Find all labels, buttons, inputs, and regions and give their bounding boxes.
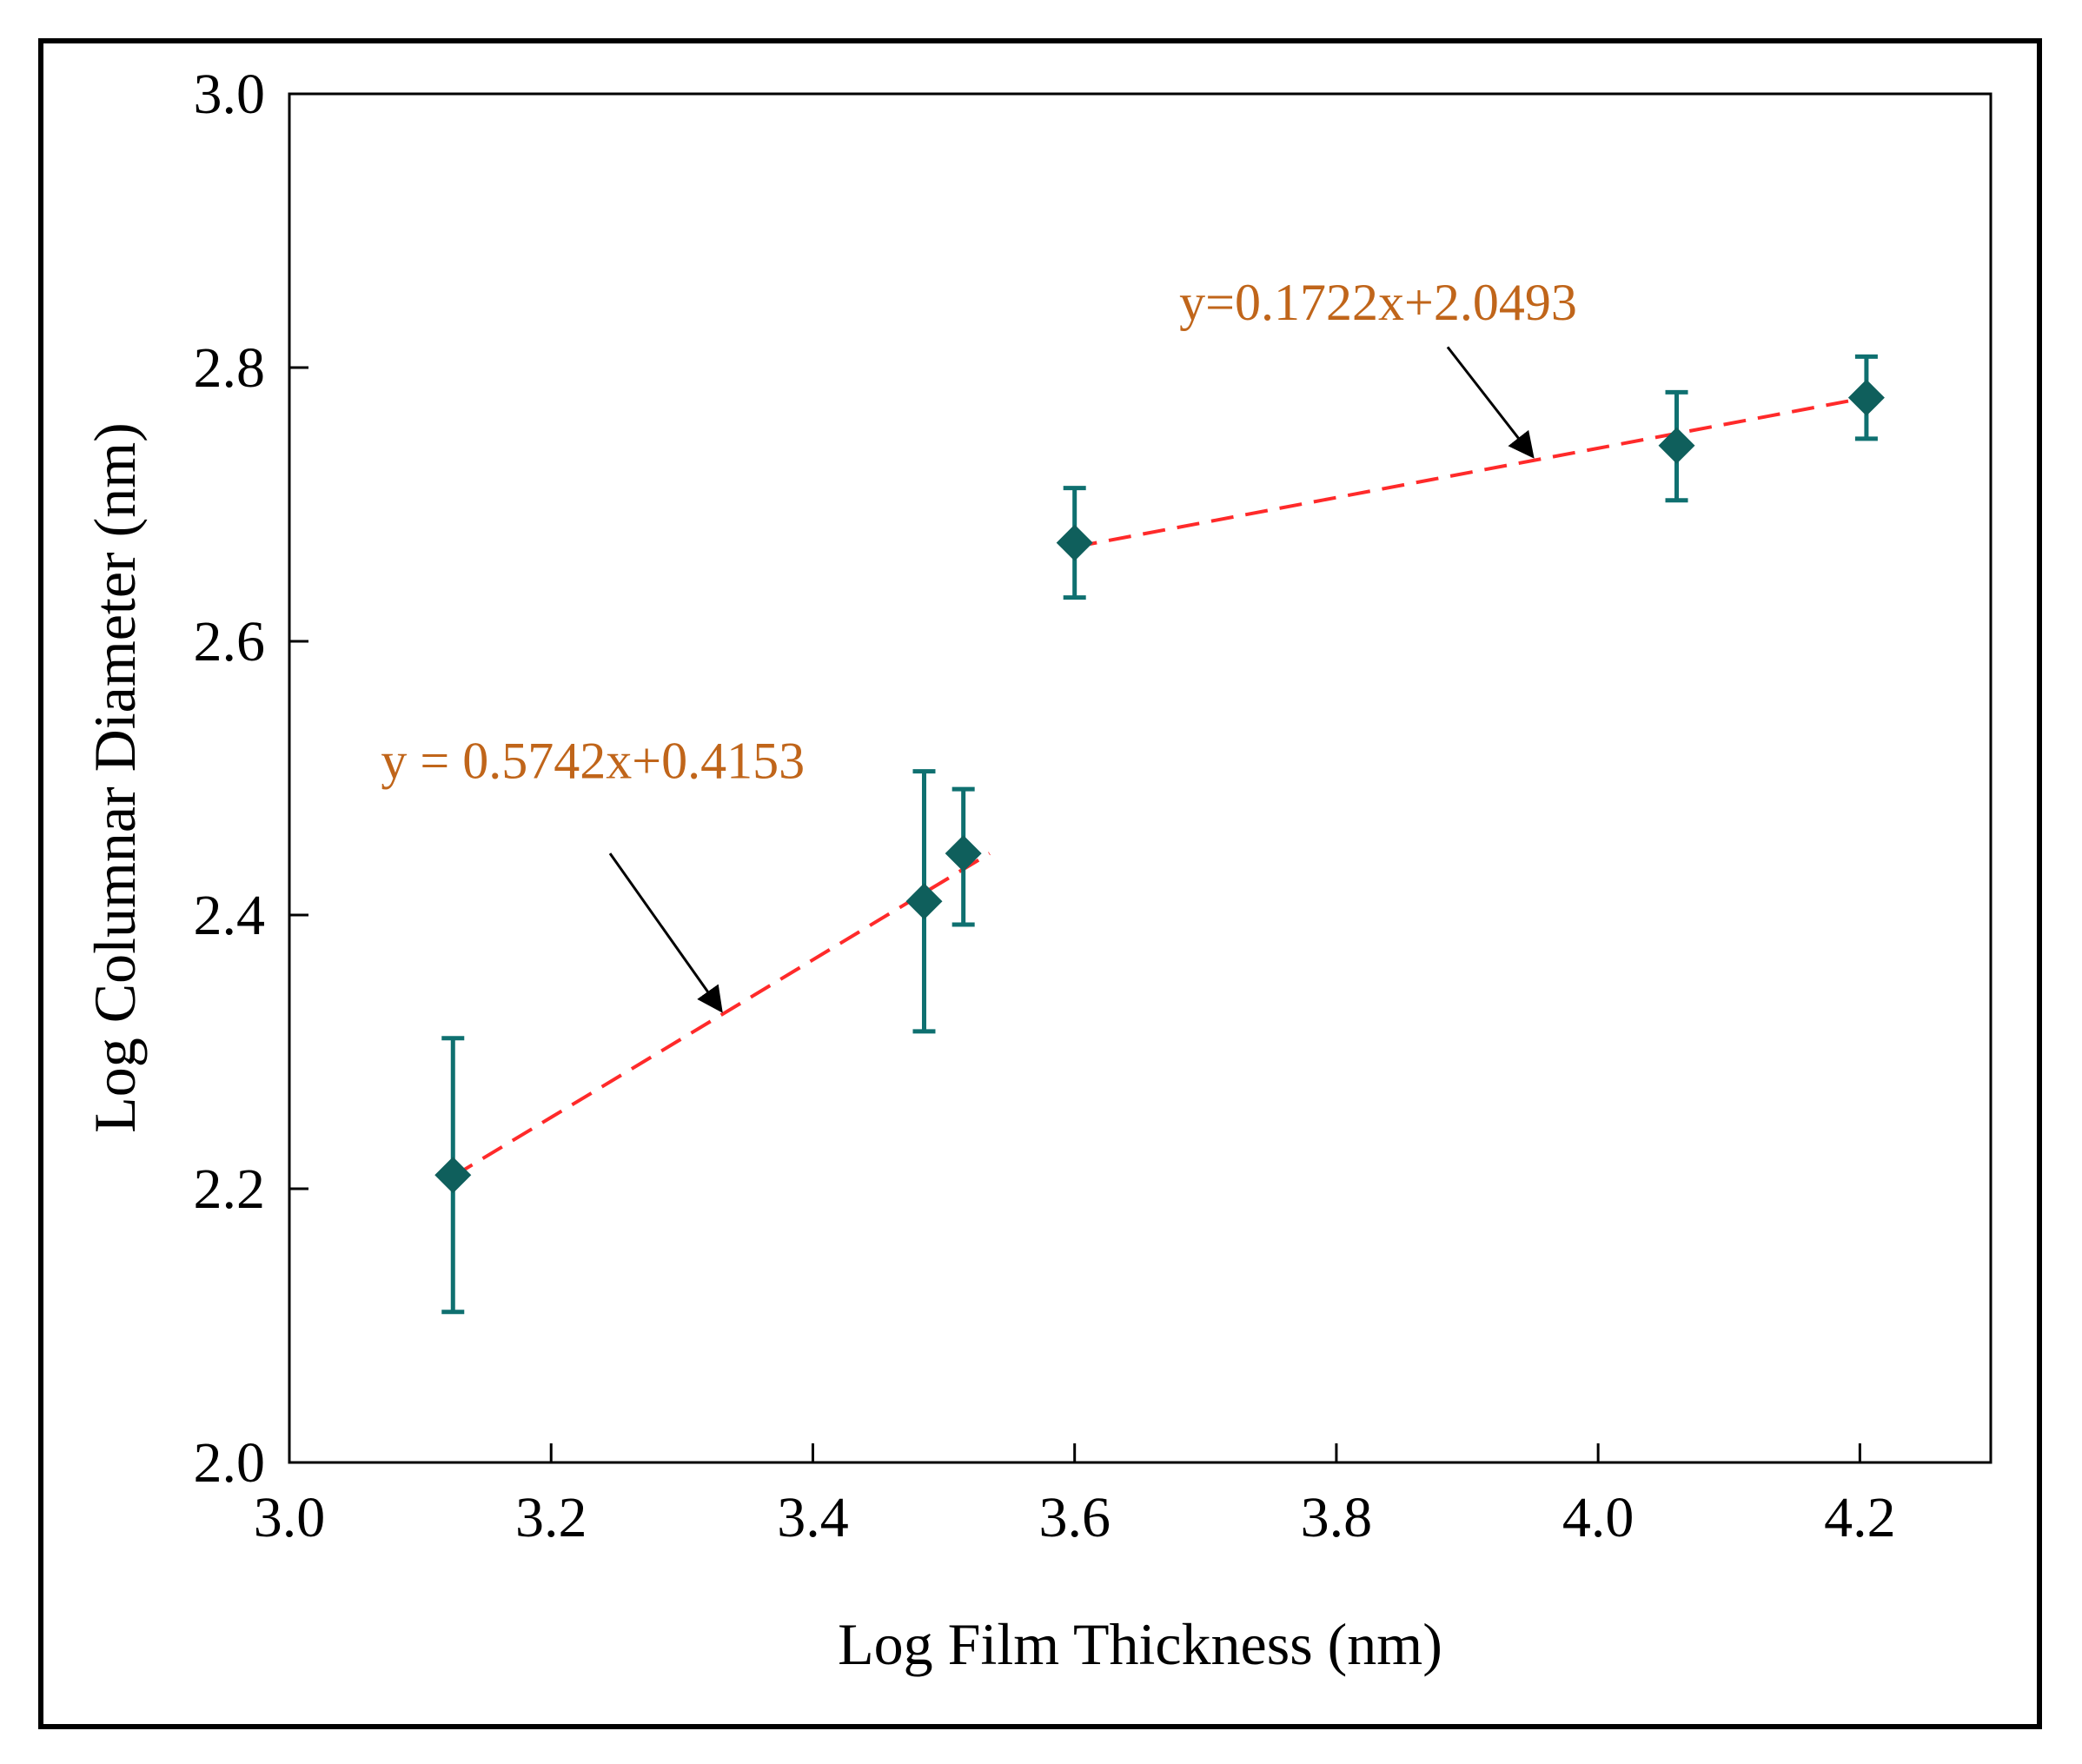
data-point-2 bbox=[945, 835, 982, 872]
x-tick-label-0: 3.0 bbox=[254, 1486, 326, 1549]
fit-high-line bbox=[1074, 395, 1867, 549]
data-point-4 bbox=[1658, 427, 1695, 464]
y-tick-label-2: 2.4 bbox=[194, 884, 266, 947]
x-axis-title: Log Film Thickness (nm) bbox=[838, 1611, 1442, 1677]
equation-high-arrow bbox=[1446, 346, 1535, 459]
x-tick-label-2: 3.4 bbox=[777, 1486, 849, 1549]
fit-low-line bbox=[452, 852, 991, 1178]
plot-area bbox=[288, 92, 1992, 1464]
data-point-5 bbox=[1847, 379, 1885, 416]
y-tick-label-3: 2.6 bbox=[194, 610, 266, 673]
annotations: y = 0.5742x+0.4153 y=0.1722x+2.0493 bbox=[381, 274, 1577, 1013]
x-tick-label-3: 3.6 bbox=[1038, 1486, 1111, 1549]
x-tick-label-6: 4.2 bbox=[1824, 1486, 1896, 1549]
y-tick-label-4: 2.8 bbox=[194, 336, 266, 400]
y-tick-label-5: 3.0 bbox=[194, 63, 266, 126]
data-points bbox=[434, 379, 1885, 1194]
fit-lines bbox=[452, 395, 1867, 1178]
y-tick-label-1: 2.2 bbox=[194, 1157, 266, 1221]
x-tick-label-5: 4.0 bbox=[1562, 1486, 1634, 1549]
data-point-0 bbox=[434, 1157, 472, 1194]
equation-low-arrow bbox=[608, 852, 723, 1013]
equation-high-label: y=0.1722x+2.0493 bbox=[1179, 274, 1577, 331]
x-tick-label-4: 3.8 bbox=[1301, 1486, 1373, 1549]
x-tick-label-1: 3.2 bbox=[515, 1486, 587, 1549]
equation-low-label: y = 0.5742x+0.4153 bbox=[381, 733, 805, 790]
data-point-1 bbox=[905, 883, 943, 920]
y-axis: 2.0 2.2 2.4 2.6 2.8 3.0 bbox=[194, 63, 308, 1495]
y-axis-title: Log Columnar Diameter (nm) bbox=[82, 422, 148, 1133]
data-point-3 bbox=[1056, 524, 1093, 561]
y-tick-label-0: 2.0 bbox=[194, 1431, 266, 1495]
x-axis: 3.0 3.2 3.4 3.6 3.8 4.0 4.2 bbox=[254, 1443, 1896, 1549]
